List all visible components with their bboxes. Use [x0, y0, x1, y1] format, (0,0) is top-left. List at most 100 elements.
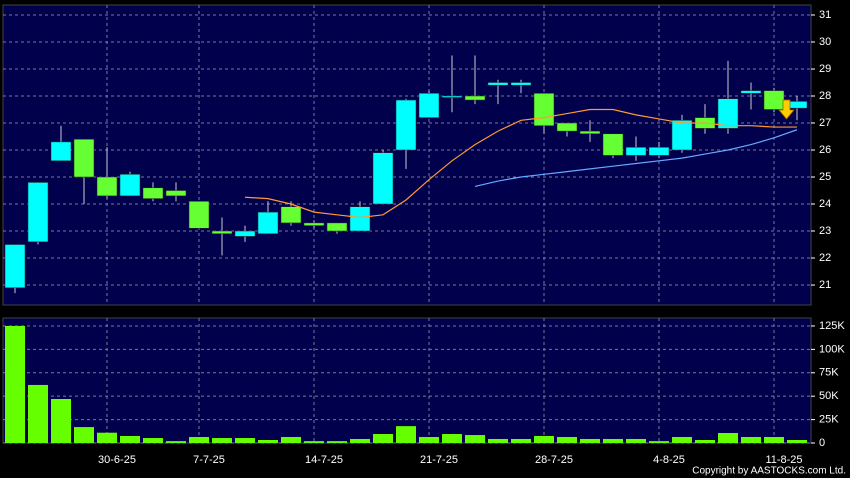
y-tick-label: 23	[819, 225, 831, 237]
candle-body	[27, 182, 49, 243]
candle-body	[487, 82, 509, 86]
copyright: Copyright by AASTOCKS.com Ltd.	[692, 466, 846, 477]
x-tick-label: 4-8-25	[653, 454, 685, 466]
y-tick-label: 50K	[819, 390, 839, 402]
x-tick-label: 30-6-25	[98, 454, 136, 466]
x-tick-label: 28-7-25	[535, 454, 573, 466]
volume-bar	[281, 437, 301, 443]
volume-bar	[350, 438, 370, 443]
volume-bar	[396, 426, 416, 443]
y-tick-label: 25	[819, 171, 831, 183]
volume-bar	[74, 427, 94, 443]
x-tick-label: 7-7-25	[193, 454, 225, 466]
candle-body	[579, 130, 601, 135]
y-tick-label: 28	[819, 90, 831, 102]
candle-body	[740, 90, 762, 94]
y-tick-label: 22	[819, 252, 831, 264]
volume-bar	[166, 441, 186, 443]
candle-body	[257, 211, 279, 234]
y-tick-label: 125K	[819, 320, 845, 332]
y-tick-label: 29	[819, 63, 831, 75]
y-tick-label: 26	[819, 144, 831, 156]
volume-bar	[787, 440, 807, 443]
volume-bar	[442, 434, 462, 443]
candle-body	[142, 187, 164, 199]
moving-average-line	[244, 108, 797, 219]
volume-bar	[488, 438, 508, 443]
candle-body	[188, 201, 210, 229]
y-tick-label: 27	[819, 117, 831, 129]
volume-bar	[557, 437, 577, 443]
candle-body	[648, 147, 670, 156]
candle-body	[556, 122, 578, 132]
volume-bar	[5, 325, 25, 443]
volume-bar	[327, 441, 347, 443]
candle-body	[533, 93, 555, 126]
volume-bar	[580, 438, 600, 443]
y-tick-label: 24	[819, 198, 831, 210]
candle-body	[165, 190, 187, 197]
volume-bar	[718, 432, 738, 443]
y-tick-label: 21	[819, 279, 831, 291]
price-panel	[2, 4, 812, 306]
y-tick-label: 30	[819, 36, 831, 48]
candle-body	[96, 176, 118, 197]
candle-body	[464, 95, 486, 101]
candle-body	[303, 222, 325, 226]
volume-bar	[672, 437, 692, 443]
volume-bar	[649, 441, 669, 443]
y-tick-label: 0	[819, 437, 825, 449]
candle-body	[211, 230, 233, 234]
candle-body	[717, 98, 739, 129]
y-tick-label: 31	[819, 9, 831, 21]
volume-bar	[120, 435, 140, 443]
volume-bar	[603, 438, 623, 443]
candle-body	[280, 206, 302, 224]
volume-bar	[373, 434, 393, 443]
volume-bar	[304, 441, 324, 443]
candle-body	[234, 230, 256, 237]
volume-bar	[97, 432, 117, 443]
candle-body	[441, 95, 463, 98]
volume-bar	[28, 384, 48, 443]
volume-bar	[741, 437, 761, 443]
volume-bar	[143, 438, 163, 443]
candle-body	[50, 141, 72, 162]
y-tick-label: 75K	[819, 367, 839, 379]
volume-bar	[235, 438, 255, 443]
candle-body	[372, 152, 394, 205]
candle-body	[395, 99, 417, 151]
x-tick-label: 11-8-25	[765, 454, 802, 466]
volume-panel	[2, 317, 812, 444]
y-tick-label: 100K	[819, 343, 845, 355]
candle-body	[671, 120, 693, 151]
volume-bar	[258, 440, 278, 443]
volume-bar	[534, 435, 554, 443]
x-tick-label: 14-7-25	[305, 454, 343, 466]
volume-bar	[465, 435, 485, 443]
y-tick-label: 25K	[819, 413, 839, 425]
volume-bar	[695, 440, 715, 443]
candle-body	[4, 244, 26, 288]
moving-average-line	[474, 129, 798, 188]
volume-bar	[189, 437, 209, 443]
volume-bar	[764, 437, 784, 443]
x-tick-label: 21-7-25	[420, 454, 458, 466]
volume-bar	[511, 438, 531, 443]
candle-body	[510, 82, 532, 86]
plot-layer: 21 22 23 24 25 26 27 28 29 30 31 0 25K 50K 75K 100K 125K…	[3, 5, 845, 466]
candle-body	[625, 147, 647, 156]
candle-body	[326, 222, 348, 232]
volume-bar	[419, 437, 439, 443]
volume-bar	[212, 438, 232, 443]
candle-body	[119, 174, 141, 197]
signal-arrow	[778, 99, 795, 120]
volume-bar	[626, 438, 646, 443]
candle-body	[602, 133, 624, 156]
candle-body	[763, 90, 785, 110]
candle-body	[349, 206, 371, 232]
candle-body	[73, 138, 95, 178]
volume-bar	[51, 398, 71, 443]
candle-body	[418, 93, 440, 118]
